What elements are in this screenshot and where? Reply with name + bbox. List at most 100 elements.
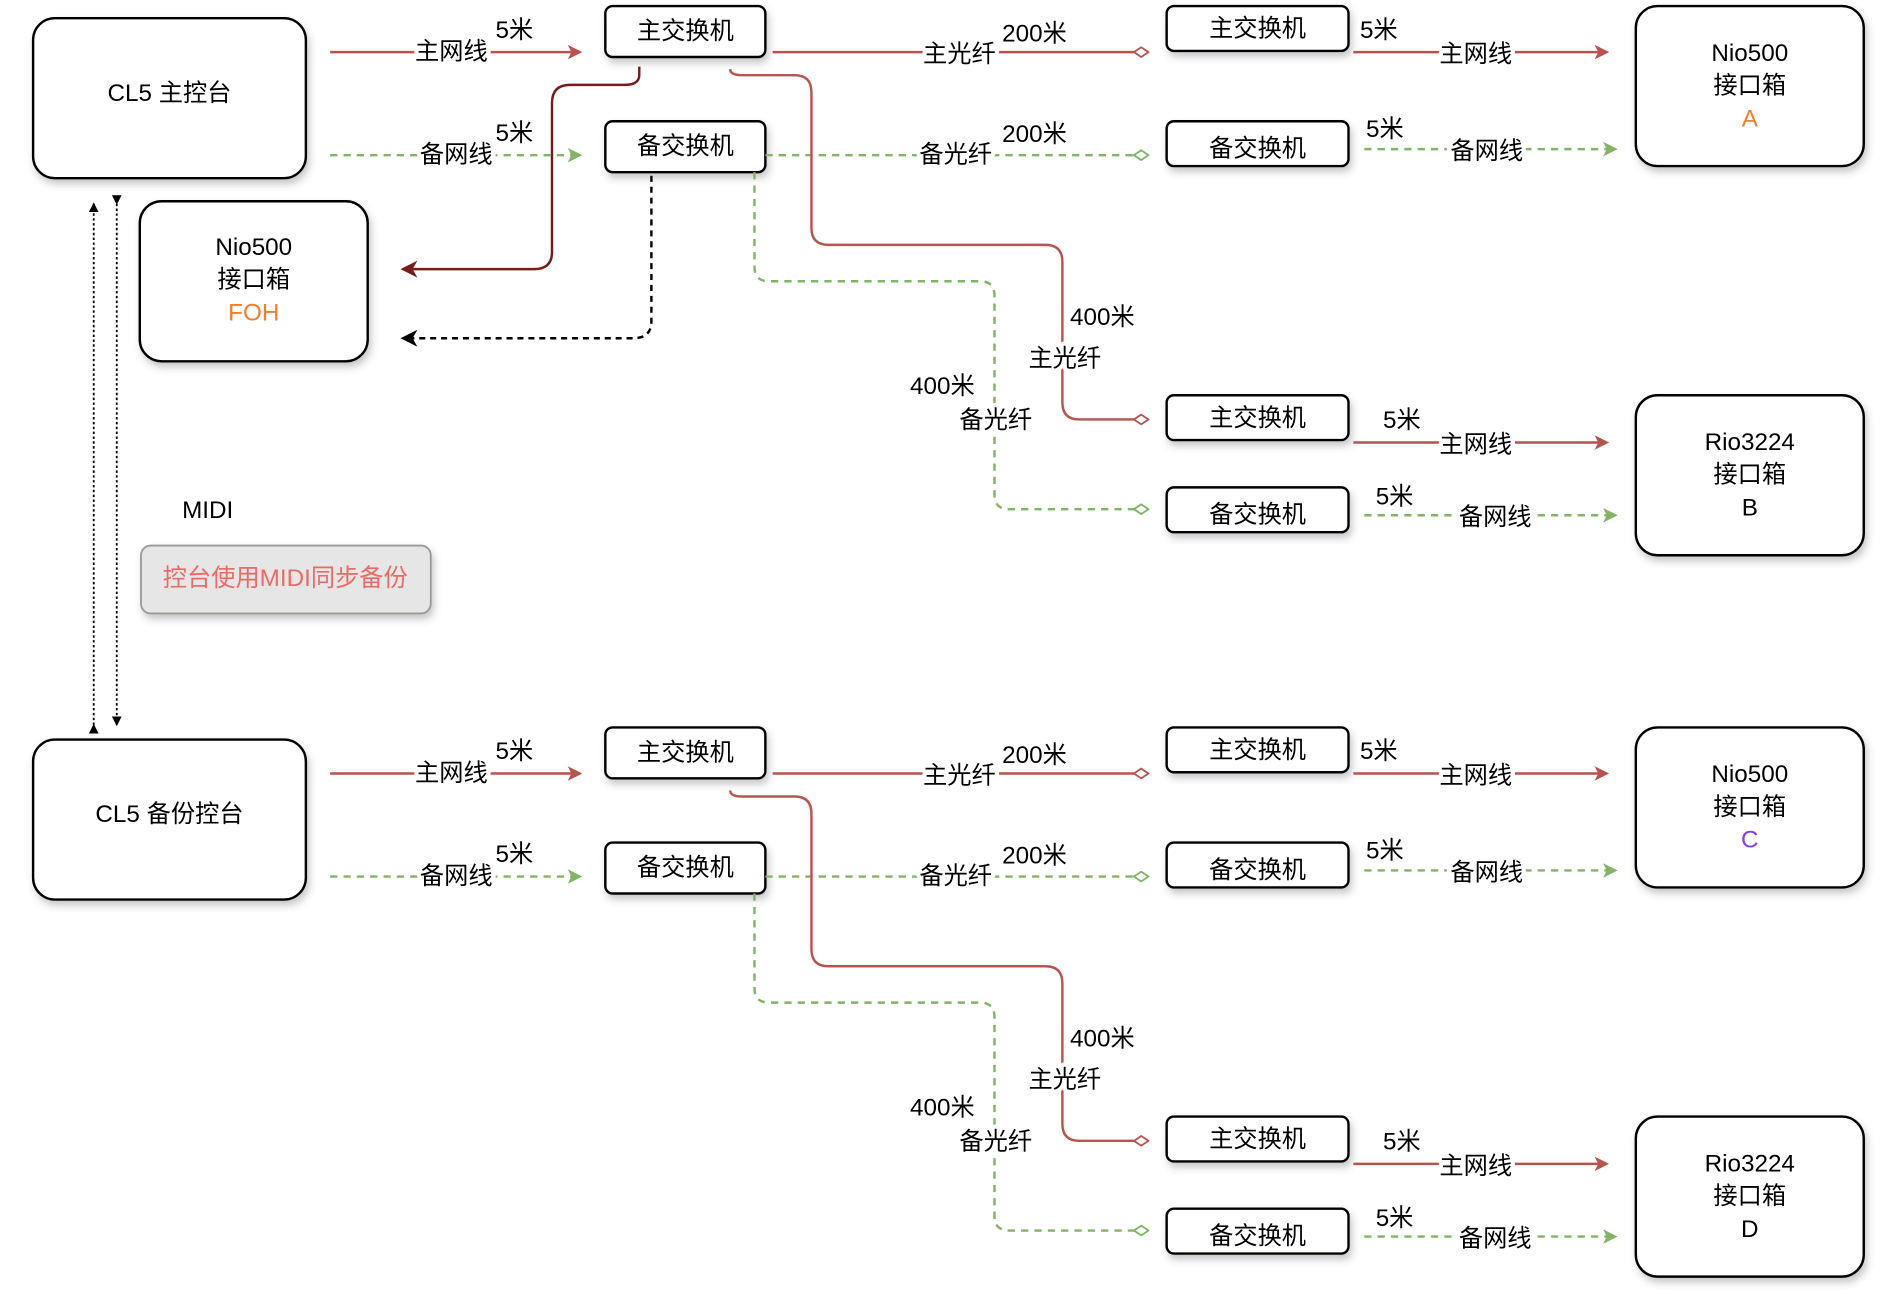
stage-box-a[interactable]: Nio500 接口箱 A <box>1634 4 1865 168</box>
backup-cable-length: 5米 <box>1366 838 1404 865</box>
backup-fiber-length: 200米 <box>1002 121 1067 148</box>
stage-box-id: C <box>1741 827 1759 854</box>
main-cable-length: 5米 <box>1383 407 1421 434</box>
main-switch-remote[interactable]: 主交换机 <box>1165 4 1350 53</box>
main-cable-label: 主网线 <box>415 760 488 787</box>
stage-box-type: 接口箱 <box>1713 1183 1786 1210</box>
main-cable-label: 主网线 <box>1439 762 1512 789</box>
backup-fiber-length: 200米 <box>1002 842 1067 869</box>
main-switch-remote[interactable]: 主交换机 <box>1165 394 1350 442</box>
foh-id: FOH <box>228 299 279 326</box>
foh-main-link <box>400 66 641 278</box>
main-cable-label: 主网线 <box>415 39 488 66</box>
stage-box-type: 接口箱 <box>1713 794 1786 821</box>
main-switch-remote[interactable]: 主交换机 <box>1165 726 1350 774</box>
foh-interface-box[interactable]: Nio500 接口箱 FOH <box>138 200 369 363</box>
backup-cable-length: 5米 <box>1366 116 1404 143</box>
backup-cable-length: 5米 <box>496 841 534 868</box>
backup-switch-label: 备交换机 <box>1209 857 1306 884</box>
main-fiber-long-label: 主光纤 <box>1028 1067 1101 1094</box>
main-switch-label: 主交换机 <box>1209 16 1306 43</box>
main-cable-length: 5米 <box>1383 1129 1421 1156</box>
midi-backup-button-label: 控台使用MIDI同步备份 <box>163 565 408 592</box>
midi-backup-button[interactable]: 控台使用MIDI同步备份 <box>140 544 432 615</box>
console-box[interactable]: CL5 备份控台 <box>31 738 308 901</box>
backup-cable-label: 备网线 <box>1459 1226 1532 1253</box>
backup-fiber-long-length: 400米 <box>910 1095 975 1122</box>
console-label: CL5 主控台 <box>108 80 232 107</box>
backup-cable-label: 备网线 <box>1450 138 1523 165</box>
backup-cable-label: 备网线 <box>1450 859 1523 886</box>
main-cable-label: 主网线 <box>1439 41 1512 68</box>
main-fiber-long-label: 主光纤 <box>1028 345 1101 372</box>
foh-type: 接口箱 <box>217 267 290 294</box>
backup-switch-label: 备交换机 <box>1209 502 1306 529</box>
backup-switch-label: 备交换机 <box>1209 136 1306 163</box>
stage-box-id: B <box>1742 494 1758 521</box>
main-fiber-label: 主光纤 <box>923 762 996 789</box>
backup-switch-label: 备交换机 <box>637 855 734 882</box>
backup-cable-label: 备网线 <box>1459 504 1532 531</box>
stage-box-name: Nio500 <box>1711 761 1788 788</box>
backup-switch-local[interactable]: 备交换机 <box>604 120 767 174</box>
main-switch-remote[interactable]: 主交换机 <box>1165 1115 1350 1163</box>
backup-fiber-label: 备光纤 <box>919 142 992 169</box>
main-cable-length: 5米 <box>1360 17 1398 44</box>
stage-box-name: Nio500 <box>1711 40 1788 67</box>
backup-switch-remote[interactable]: 备交换机 <box>1165 120 1350 168</box>
backup-cable-label: 备网线 <box>420 863 493 890</box>
main-cable-length: 5米 <box>1360 738 1398 765</box>
main-cable-label: 主网线 <box>1439 431 1512 458</box>
backup-fiber-long-length: 400米 <box>910 373 975 400</box>
main-fiber-long-length: 400米 <box>1070 1025 1135 1052</box>
stage-box-type: 接口箱 <box>1713 73 1786 100</box>
backup-cable-length: 5米 <box>496 120 534 147</box>
stage-box-c[interactable]: Nio500 接口箱 C <box>1634 726 1865 889</box>
stage-box-name: Rio3224 <box>1705 1150 1795 1177</box>
main-switch-label: 主交换机 <box>1209 405 1306 432</box>
backup-switch-remote[interactable]: 备交换机 <box>1165 1207 1350 1255</box>
backup-cable-length: 5米 <box>1376 1205 1414 1232</box>
main-cable-length: 5米 <box>496 738 534 765</box>
main-switch-local[interactable]: 主交换机 <box>604 4 767 59</box>
stage-box-b[interactable]: Rio3224 接口箱 B <box>1634 394 1865 557</box>
backup-switch-label: 备交换机 <box>1209 1223 1306 1250</box>
main-fiber-label: 主光纤 <box>923 41 996 68</box>
backup-cable-length: 5米 <box>1376 484 1414 511</box>
foh-backup-link <box>400 175 653 347</box>
backup-switch-remote[interactable]: 备交换机 <box>1165 486 1350 534</box>
backup-fiber-long-label: 备光纤 <box>959 407 1032 434</box>
stage-box-name: Rio3224 <box>1705 429 1795 456</box>
stage-box-id: D <box>1741 1216 1759 1243</box>
main-switch-label: 主交换机 <box>1209 737 1306 764</box>
stage-box-id: A <box>1742 105 1759 132</box>
main-switch-local[interactable]: 主交换机 <box>604 726 767 780</box>
midi-label: MIDI <box>182 497 233 524</box>
backup-switch-local[interactable]: 备交换机 <box>604 841 767 895</box>
system-0: CL5 主控台 <box>31 16 308 180</box>
stage-box-type: 接口箱 <box>1713 462 1786 489</box>
main-fiber-400 <box>728 790 1148 1140</box>
system-1: CL5 备份控台 <box>31 738 308 901</box>
main-switch-label: 主交换机 <box>637 18 734 45</box>
backup-switch-label: 备交换机 <box>637 133 734 160</box>
console-label: CL5 备份控台 <box>95 801 243 828</box>
foh-name: Nio500 <box>215 234 292 261</box>
backup-cable-label: 备网线 <box>420 142 493 169</box>
backup-fiber-400 <box>753 893 1148 1231</box>
stage-box-d[interactable]: Rio3224 接口箱 D <box>1634 1115 1865 1278</box>
console-box[interactable]: CL5 主控台 <box>31 16 308 180</box>
backup-switch-remote[interactable]: 备交换机 <box>1165 841 1350 889</box>
backup-fiber-label: 备光纤 <box>919 863 992 890</box>
main-fiber-long-length: 400米 <box>1070 304 1135 331</box>
main-switch-label: 主交换机 <box>1209 1126 1306 1153</box>
main-fiber-length: 200米 <box>1002 20 1067 47</box>
main-fiber-length: 200米 <box>1002 742 1067 769</box>
main-switch-label: 主交换机 <box>637 739 734 766</box>
backup-fiber-400 <box>753 172 1148 509</box>
main-cable-length: 5米 <box>496 17 534 44</box>
main-fiber-400 <box>728 68 1148 419</box>
main-cable-label: 主网线 <box>1439 1153 1512 1180</box>
backup-fiber-long-label: 备光纤 <box>959 1129 1032 1156</box>
